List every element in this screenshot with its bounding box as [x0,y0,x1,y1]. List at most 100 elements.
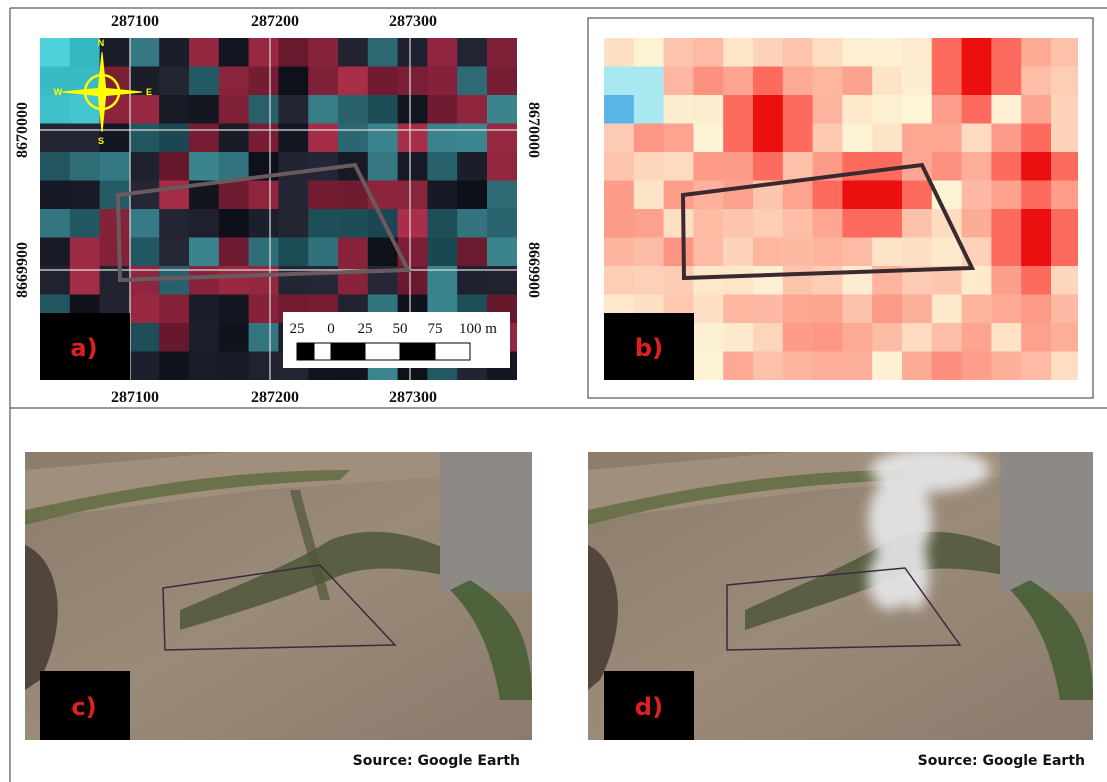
pixel [813,209,843,238]
pixel [783,209,813,238]
scale-bar [297,343,470,360]
pixel [129,181,159,210]
panel-label: c) [71,693,96,721]
pixel [872,238,902,267]
pixel [159,152,189,181]
pixel [398,152,428,181]
coord-label: 287100 [111,389,159,406]
pixel [723,323,753,352]
pixel [813,352,843,381]
pixel [40,124,70,153]
pixel [842,124,872,153]
pixel [249,352,279,381]
pixel [427,67,457,96]
pixel [991,238,1021,267]
pixel [902,67,932,96]
pixel [991,323,1021,352]
pixel [159,124,189,153]
pixel [872,67,902,96]
pixel [783,124,813,153]
pixel [634,38,664,67]
pixel [338,238,368,267]
pixel [159,323,189,352]
pixel [723,209,753,238]
pixel [249,295,279,324]
pixel [1051,352,1081,381]
pixel [842,152,872,181]
pixel [398,67,428,96]
pixel [278,209,308,238]
pixel [634,266,664,295]
pixel [693,266,723,295]
pixel [1021,209,1051,238]
pixel [753,152,783,181]
pixel [70,124,100,153]
pixel [398,209,428,238]
pixel [249,95,279,124]
pixel [693,295,723,324]
pixel [962,266,992,295]
pixel [634,124,664,153]
pixel [932,323,962,352]
pixel [813,38,843,67]
pixel [962,152,992,181]
pixel [159,67,189,96]
pixel [159,238,189,267]
pixel [189,352,219,381]
pixel [129,238,159,267]
pixel [159,38,189,67]
pixel [278,152,308,181]
pixel [278,124,308,153]
pixel [783,181,813,210]
pixel [842,209,872,238]
pixel [427,38,457,67]
figure: N E S W 250255075100 m [0,0,1107,782]
pixel [308,38,338,67]
pixel [783,67,813,96]
pixel [189,67,219,96]
pixel [219,209,249,238]
pixel [457,67,487,96]
pixel [398,181,428,210]
pixel [783,295,813,324]
pixel [189,209,219,238]
pixel [278,95,308,124]
pixel [842,295,872,324]
pixel [189,295,219,324]
pixel [368,38,398,67]
pixel [932,38,962,67]
pixel [664,238,694,267]
pixel [902,124,932,153]
coord-label: 287200 [251,389,299,406]
pixel [991,352,1021,381]
pixel [219,95,249,124]
pixel [338,95,368,124]
pixel [783,323,813,352]
panel-label: b) [635,334,663,362]
pixel [129,352,159,381]
compass-w: W [54,87,63,97]
pixel [664,124,694,153]
pixel [813,323,843,352]
pixel [1051,323,1081,352]
pixel [693,238,723,267]
pixel [991,67,1021,96]
pixel [634,181,664,210]
pixel [1021,238,1051,267]
pixel [962,323,992,352]
coord-label: 8670000 [14,102,31,158]
pixel [604,95,634,124]
coord-label: 8670000 [525,102,542,158]
pixel [783,95,813,124]
pixel [427,181,457,210]
pixel [338,67,368,96]
pixel [40,181,70,210]
pixel [40,152,70,181]
pixel [723,67,753,96]
pixel [487,238,517,267]
pixel [842,181,872,210]
pixel [902,352,932,381]
pixel [219,38,249,67]
pixel [932,124,962,153]
pixel [902,238,932,267]
